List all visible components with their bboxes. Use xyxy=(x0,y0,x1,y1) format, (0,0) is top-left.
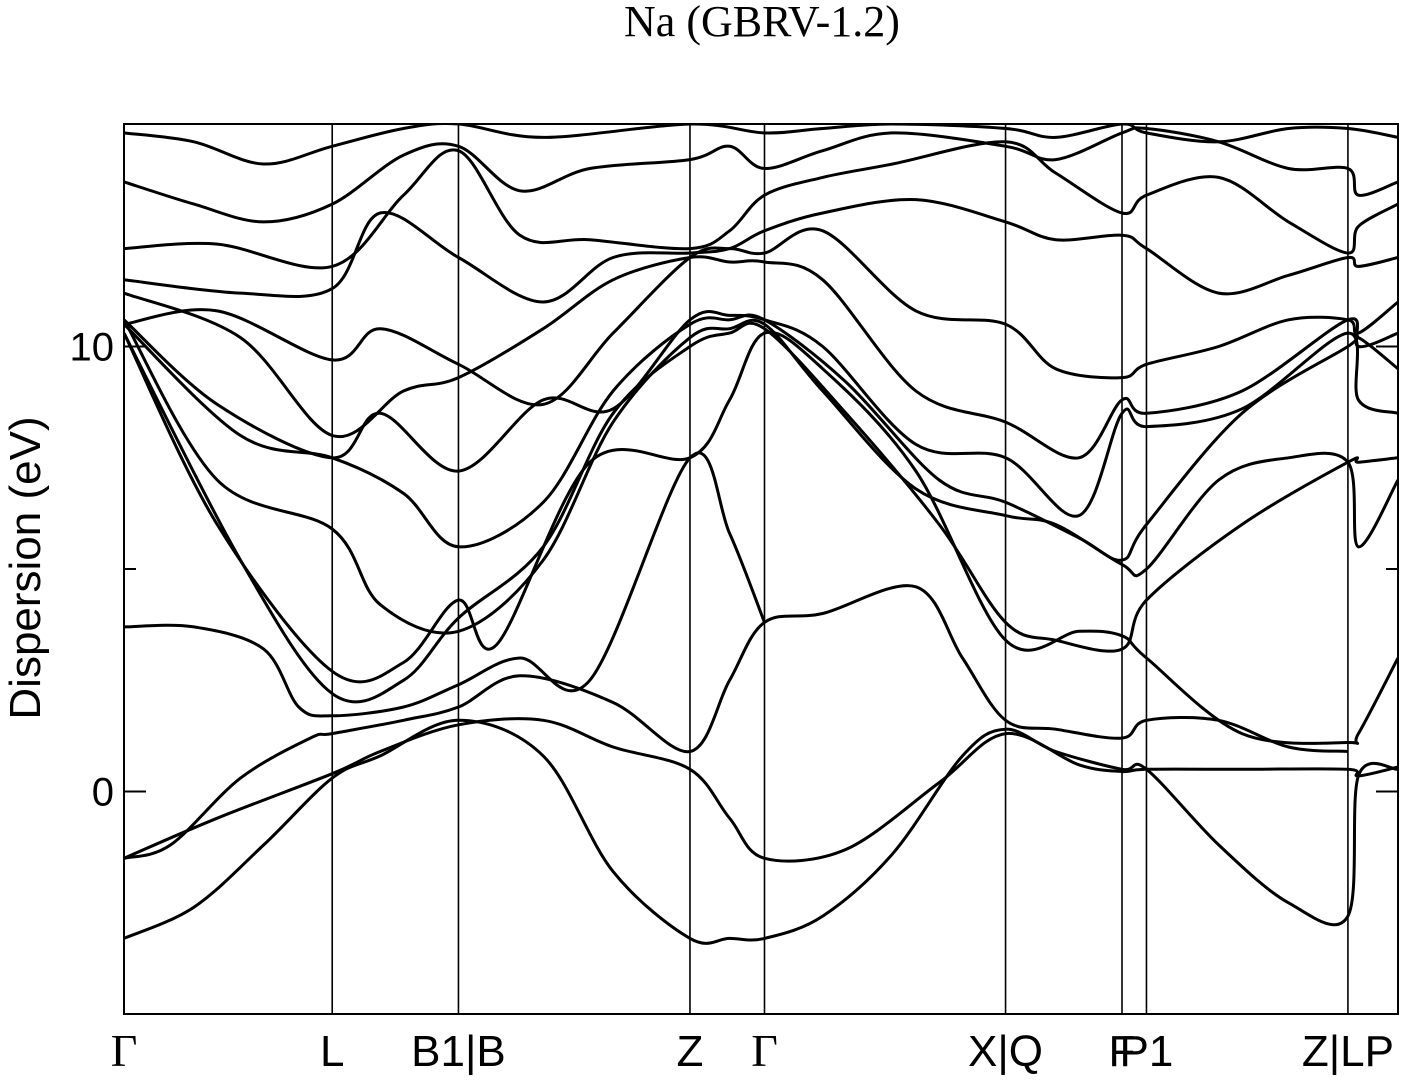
plot-frame xyxy=(123,123,1399,1015)
k-point-label: B1|B xyxy=(411,1027,506,1076)
k-point-label: L xyxy=(320,1027,344,1076)
band-line xyxy=(124,310,1398,518)
band-line xyxy=(124,227,1398,407)
k-point-label: F xyxy=(1109,1027,1136,1076)
chart-title: Na (GBRV-1.2) xyxy=(624,0,900,46)
band-line xyxy=(124,318,1398,635)
k-point-label: Z|LP xyxy=(1302,1027,1394,1076)
band-line xyxy=(124,255,1398,460)
band-line xyxy=(124,197,1398,304)
band-line xyxy=(124,126,1398,224)
band-line xyxy=(124,584,1349,860)
band-lines xyxy=(124,124,1398,945)
k-point-label: Z xyxy=(677,1027,704,1076)
band-line xyxy=(124,451,766,718)
k-point-label: Γ xyxy=(111,1025,138,1076)
band-line xyxy=(124,140,1398,270)
y-axis-label: Dispersion (eV) xyxy=(1,416,50,719)
band-line xyxy=(124,718,1398,945)
band-line xyxy=(124,313,1398,562)
k-point-label: Γ xyxy=(751,1025,778,1076)
high-symmetry-lines xyxy=(331,124,1349,1014)
k-point-label: P1 xyxy=(1120,1027,1174,1076)
y-axis-ticks: 0 10 xyxy=(70,326,1398,815)
high-symmetry-labels: Γ L B1|B Z Γ X|Q FP1 Z|LP xyxy=(111,1025,1394,1076)
band-line xyxy=(124,124,1398,166)
y-tick-label: 10 xyxy=(70,326,115,370)
band-line xyxy=(124,330,1398,745)
band-line xyxy=(124,321,1398,704)
k-point-label: X|Q xyxy=(968,1027,1043,1076)
band-line xyxy=(124,717,1398,863)
y-tick-label: 0 xyxy=(92,771,114,815)
